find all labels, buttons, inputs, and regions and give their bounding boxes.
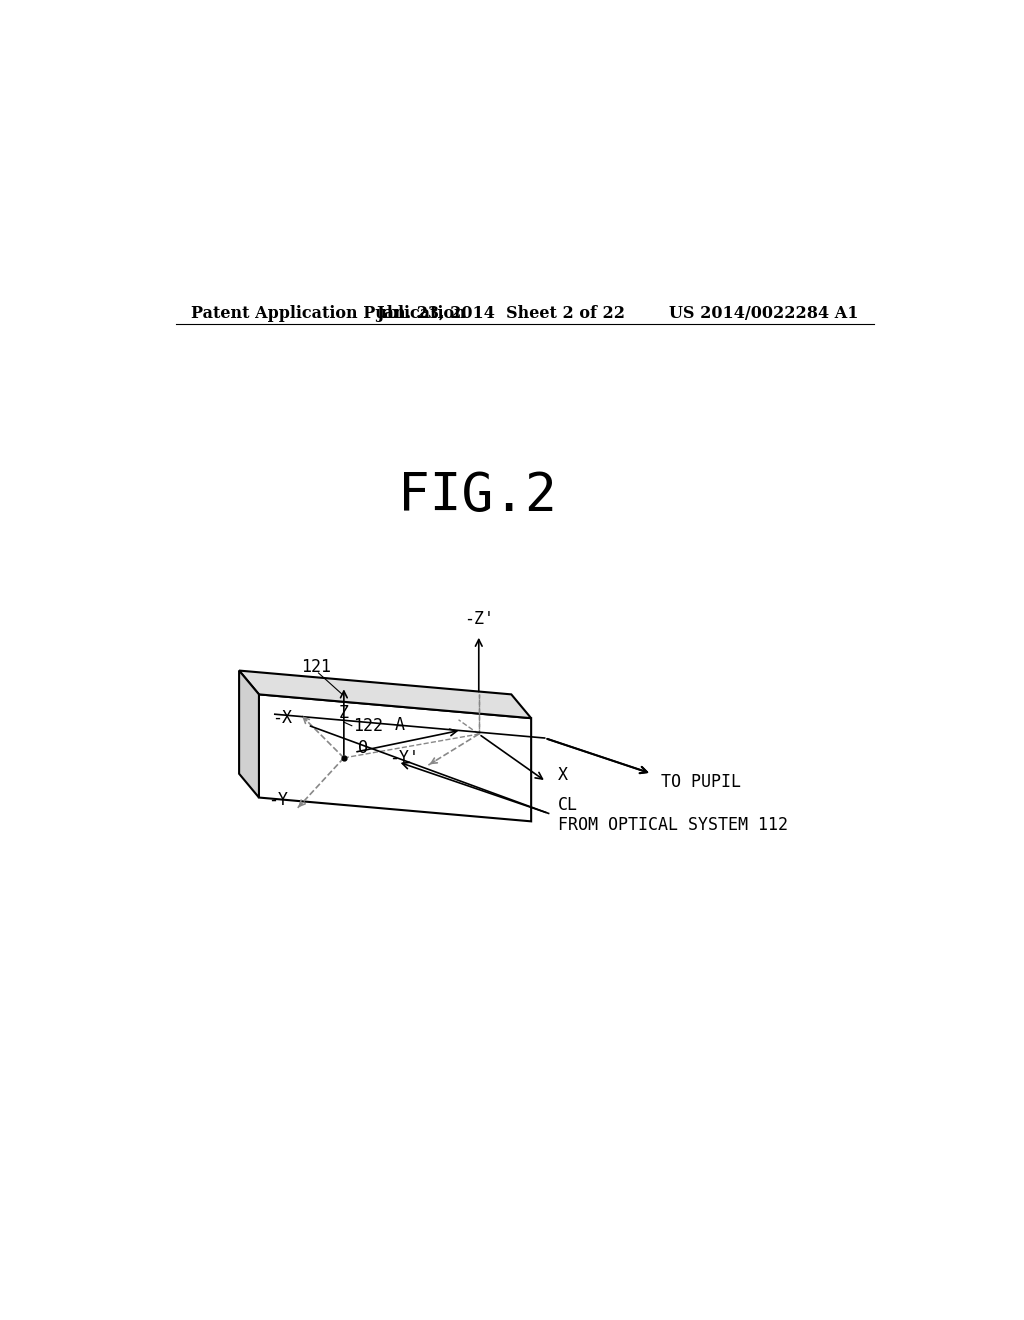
Text: O: O	[358, 739, 369, 758]
Text: -X: -X	[272, 709, 292, 727]
Text: US 2014/0022284 A1: US 2014/0022284 A1	[669, 305, 858, 322]
Text: -Y: -Y	[268, 791, 289, 809]
Text: FIG.2: FIG.2	[397, 470, 557, 521]
Text: X: X	[558, 767, 568, 784]
Polygon shape	[240, 671, 259, 797]
Text: FROM OPTICAL SYSTEM 112: FROM OPTICAL SYSTEM 112	[558, 816, 788, 834]
Polygon shape	[259, 694, 531, 821]
Text: CL: CL	[558, 796, 579, 814]
Text: Z: Z	[339, 704, 349, 722]
Text: A: A	[395, 717, 404, 734]
Text: Patent Application Publication: Patent Application Publication	[191, 305, 466, 322]
Text: 122: 122	[353, 717, 383, 735]
Text: -Z': -Z'	[464, 610, 494, 628]
Text: TO PUPIL: TO PUPIL	[662, 772, 741, 791]
Text: Jan. 23, 2014  Sheet 2 of 22: Jan. 23, 2014 Sheet 2 of 22	[377, 305, 626, 322]
Text: -Y': -Y'	[389, 748, 419, 767]
Polygon shape	[240, 671, 531, 718]
Text: 121: 121	[301, 657, 331, 676]
